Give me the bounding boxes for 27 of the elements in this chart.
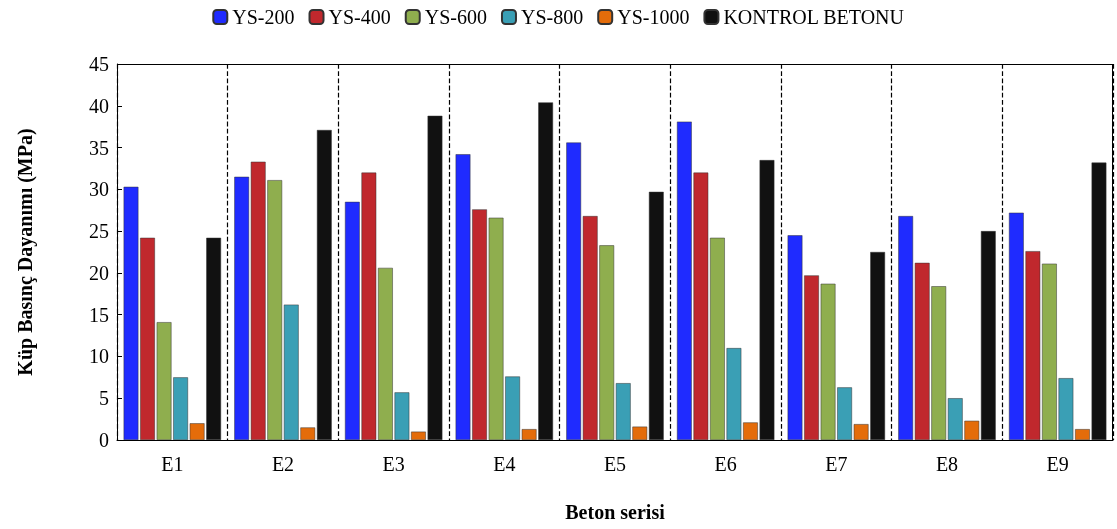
legend-label: YS-200 xyxy=(232,6,295,28)
legend-label: YS-600 xyxy=(424,6,487,28)
legend-label: YS-800 xyxy=(520,6,584,28)
y-tick-label: 10 xyxy=(89,345,109,368)
y-tick-label: 35 xyxy=(89,136,109,159)
x-tick-label: E4 xyxy=(493,453,516,475)
legend-label: YS-1000 xyxy=(617,6,690,28)
y-axis-title: Küp Basınç Dayanımı (MPa) xyxy=(14,128,37,376)
legend-label: YS-400 xyxy=(328,6,391,28)
x-axis-title: Beton serisi xyxy=(565,501,666,523)
y-tick-label: 30 xyxy=(89,178,109,201)
y-tick-label: 45 xyxy=(89,53,109,75)
x-tick-label: E3 xyxy=(382,453,405,475)
x-tick-label: E2 xyxy=(271,453,295,475)
y-tick-label: 0 xyxy=(99,429,109,451)
legend-label: KONTROL BETONU xyxy=(723,6,905,28)
y-tick-label: 5 xyxy=(99,387,109,410)
y-tick-label: 20 xyxy=(89,261,109,284)
x-tick-label: E7 xyxy=(825,453,848,475)
y-tick-label: 40 xyxy=(89,94,109,117)
x-tick-label: E9 xyxy=(1046,453,1069,475)
x-tick-label: E8 xyxy=(935,453,959,475)
x-tick-label: E1 xyxy=(161,453,184,475)
x-tick-label: E5 xyxy=(603,453,627,475)
x-tick-label: E6 xyxy=(714,453,737,475)
y-tick-label: 25 xyxy=(89,220,109,243)
y-tick-label: 15 xyxy=(89,303,109,326)
